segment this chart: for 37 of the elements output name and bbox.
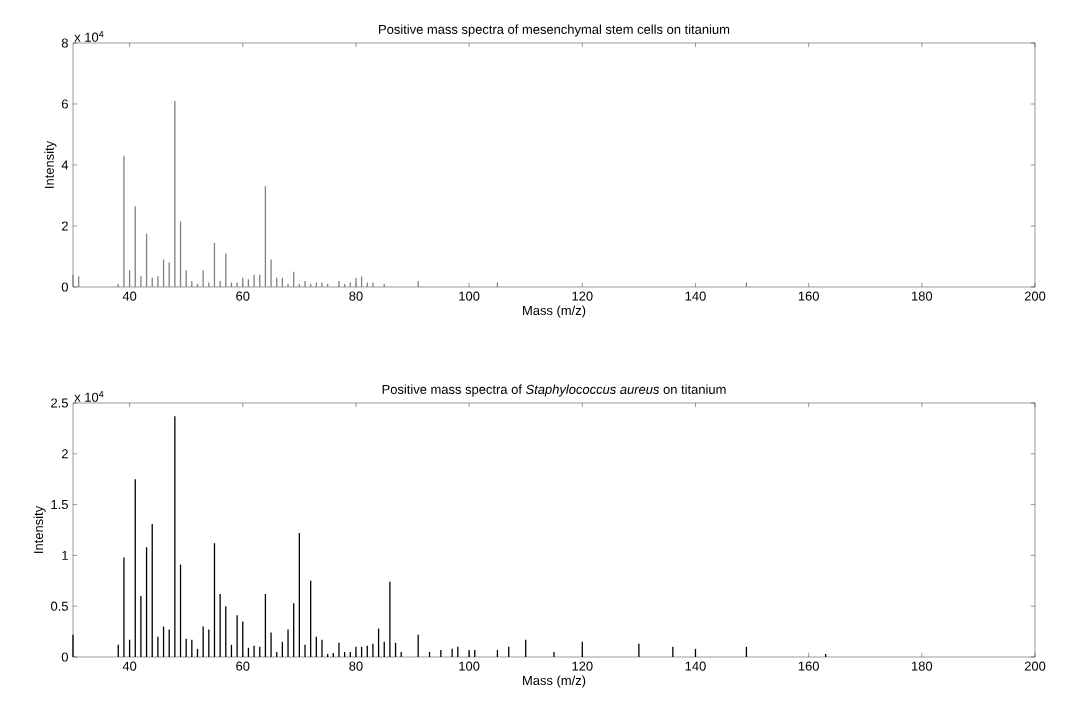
chart-title: Positive mass spectra of Staphylococcus aureus on titanium <box>382 384 726 397</box>
x-tick-label: 100 <box>459 291 480 301</box>
x-tick-label: 200 <box>1024 661 1046 671</box>
y-tick-label: 0 <box>61 652 68 662</box>
y-tick-label: 2 <box>61 449 68 459</box>
x-tick-label: 140 <box>685 291 706 301</box>
chart-title: Positive mass spectra of mesenchymal stem cells on titanium <box>379 24 730 37</box>
x-tick-label: 120 <box>572 661 593 671</box>
y-axis-title: Intensity <box>33 505 46 553</box>
y-axis-title: Intensity <box>44 140 57 188</box>
x-tick-label: 40 <box>122 291 137 301</box>
x-tick-label: 160 <box>798 291 819 301</box>
y-tick-label: 1.5 <box>51 500 68 510</box>
x-axis-title: Mass (m/z) <box>523 305 586 318</box>
y-tick-label: 0.5 <box>50 601 68 611</box>
x-tick-label: 80 <box>349 661 363 671</box>
x-tick-label: 120 <box>572 291 593 301</box>
y-tick-label: 0 <box>61 282 68 292</box>
x-tick-label: 140 <box>685 661 706 671</box>
y-tick-label: 2 <box>61 221 68 231</box>
x-tick-label: 60 <box>236 291 250 301</box>
x-tick-label: 100 <box>459 661 480 671</box>
y-tick-label: 2.5 <box>51 398 68 408</box>
x-tick-label: 60 <box>236 661 250 671</box>
x-tick-label: 40 <box>122 661 137 671</box>
x-tick-label: 180 <box>912 661 933 671</box>
x-tick-label: 200 <box>1024 291 1046 301</box>
y-tick-label: 8 <box>61 38 68 48</box>
y-tick-label: 4 <box>61 160 69 170</box>
x-axis-title: Mass (m/z) <box>523 675 586 688</box>
x-tick-label: 80 <box>349 291 363 301</box>
y-tick-label: 1 <box>62 550 68 560</box>
x-tick-label: 160 <box>798 661 819 671</box>
y-tick-label: 6 <box>61 99 68 109</box>
text: x 10$^{4}$ <box>74 31 104 42</box>
x-tick-label: 180 <box>912 291 933 301</box>
text: x 10$^{4}$ <box>74 391 104 402</box>
